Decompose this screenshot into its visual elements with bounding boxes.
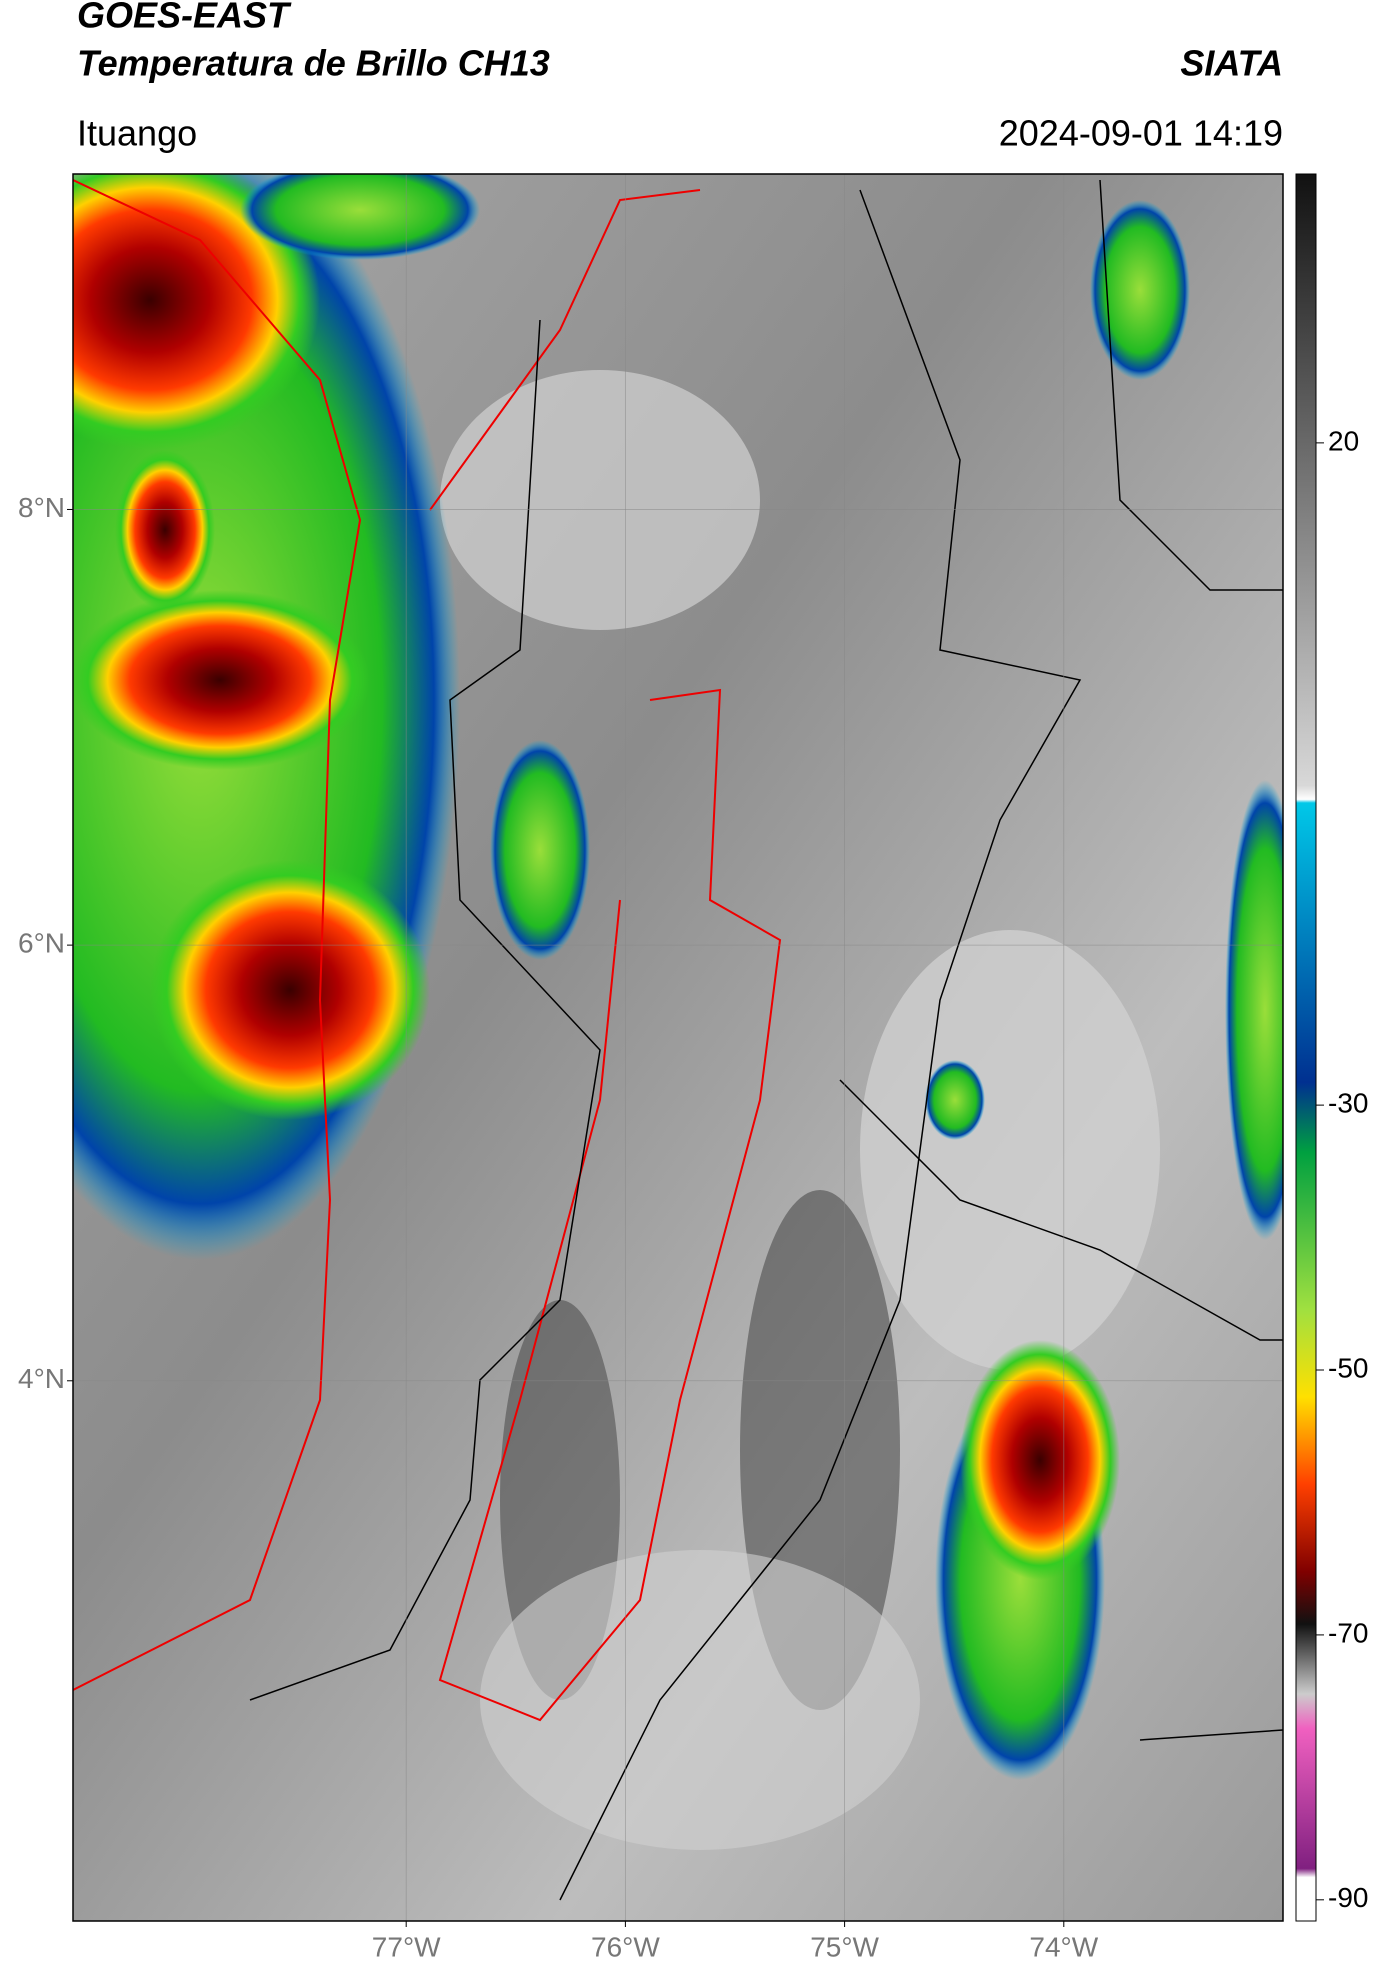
x-tick-label: 74°W xyxy=(1029,1931,1098,1962)
cloud xyxy=(860,930,1160,1370)
storm xyxy=(240,174,480,260)
colorbar-tick-label: -30 xyxy=(1328,1088,1368,1119)
storm xyxy=(1090,200,1190,380)
x-tick-label: 75°W xyxy=(810,1931,879,1962)
colorbar-tick-label: -90 xyxy=(1328,1882,1368,1913)
colorbar xyxy=(1295,173,1317,1922)
storm-core xyxy=(115,450,215,610)
x-tick-label: 76°W xyxy=(591,1931,660,1962)
datetime: 2024-09-01 14:19 xyxy=(999,113,1283,154)
coastline xyxy=(429,189,701,511)
storm xyxy=(490,740,590,960)
storm-core xyxy=(150,860,430,1120)
imagery xyxy=(73,174,1283,1921)
cloud xyxy=(440,370,760,630)
border xyxy=(1099,179,1283,591)
y-tick-label: 8°N xyxy=(18,492,65,523)
colorbar-tick-label: -70 xyxy=(1328,1617,1368,1648)
graticule xyxy=(73,174,1283,1921)
storm-core xyxy=(73,174,320,450)
map-frame xyxy=(72,173,1284,1922)
storm-core xyxy=(73,590,370,770)
coastline xyxy=(73,179,362,1691)
border xyxy=(839,1079,1283,1341)
colorbar-tick-label: -50 xyxy=(1328,1352,1368,1383)
storm-core xyxy=(960,1340,1120,1580)
border xyxy=(559,189,1082,1901)
x-tick-label: 77°W xyxy=(372,1931,441,1962)
colorbar-tick-label: 20 xyxy=(1328,425,1359,456)
storm xyxy=(1225,780,1283,1240)
storm xyxy=(925,1060,985,1140)
cloud xyxy=(480,1550,920,1850)
title: GOES-EAST xyxy=(77,0,292,36)
border xyxy=(1139,1729,1283,1741)
source: SIATA xyxy=(1180,43,1283,84)
y-tick-label: 6°N xyxy=(18,928,65,959)
location: Ituango xyxy=(77,113,197,154)
border xyxy=(249,319,601,1701)
basin-outline xyxy=(438,688,782,1722)
y-tick-label: 4°N xyxy=(18,1363,65,1394)
subtitle: Temperatura de Brillo CH13 xyxy=(77,43,550,84)
